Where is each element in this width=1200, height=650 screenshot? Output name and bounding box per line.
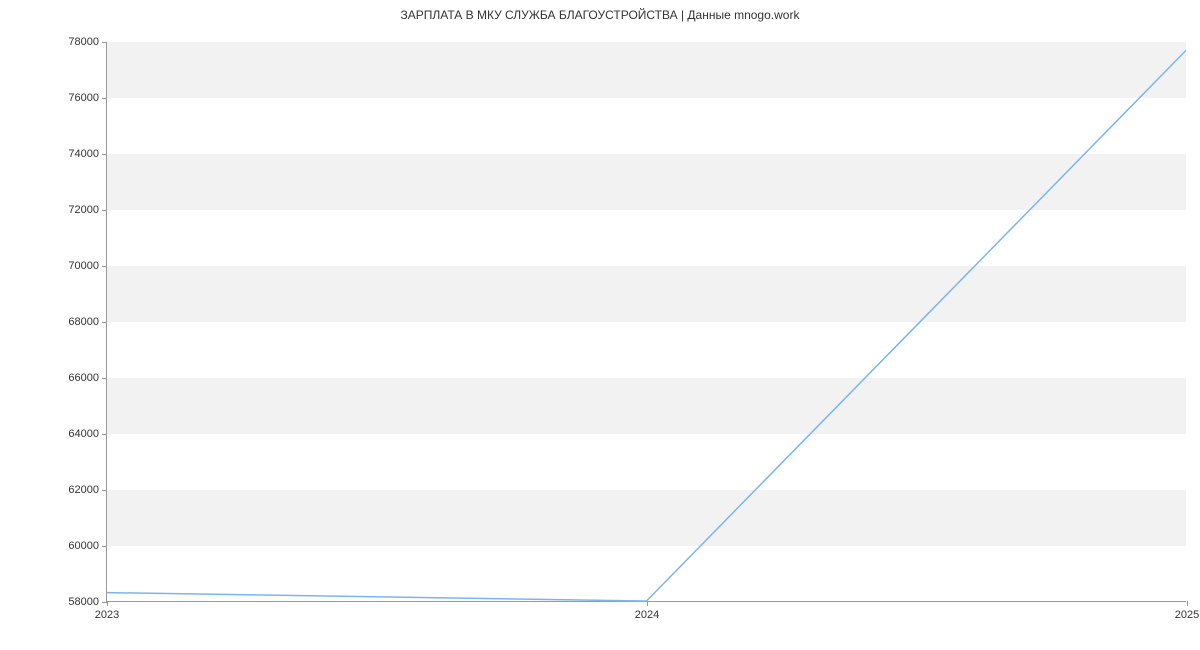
y-axis-tick-label: 70000 — [68, 260, 99, 272]
x-axis-tick-label: 2025 — [1175, 609, 1199, 621]
y-axis-tick-label: 74000 — [68, 148, 99, 160]
series-line-salary — [107, 50, 1186, 601]
y-axis-tick-label: 76000 — [68, 92, 99, 104]
plot-area: 5800060000620006400066000680007000072000… — [106, 42, 1186, 602]
y-axis-tick-label: 60000 — [68, 540, 99, 552]
y-axis-tick-mark — [102, 154, 107, 155]
x-axis-tick-mark — [107, 601, 108, 606]
y-axis-tick-label: 58000 — [68, 596, 99, 608]
line-series-svg — [107, 42, 1186, 601]
y-axis-tick-mark — [102, 546, 107, 547]
x-axis-tick-mark — [647, 601, 648, 606]
y-axis-tick-mark — [102, 42, 107, 43]
chart-container: ЗАРПЛАТА В МКУ СЛУЖБА БЛАГОУСТРОЙСТВА | … — [0, 0, 1200, 650]
y-axis-tick-mark — [102, 322, 107, 323]
x-axis-tick-mark — [1187, 601, 1188, 606]
y-axis-tick-label: 78000 — [68, 36, 99, 48]
y-axis-tick-label: 64000 — [68, 428, 99, 440]
y-axis-tick-mark — [102, 266, 107, 267]
y-axis-tick-label: 68000 — [68, 316, 99, 328]
chart-title: ЗАРПЛАТА В МКУ СЛУЖБА БЛАГОУСТРОЙСТВА | … — [0, 8, 1200, 22]
y-axis-tick-mark — [102, 434, 107, 435]
y-axis-tick-label: 72000 — [68, 204, 99, 216]
y-axis-tick-mark — [102, 98, 107, 99]
x-axis-tick-label: 2023 — [95, 609, 119, 621]
y-axis-tick-mark — [102, 490, 107, 491]
x-axis-tick-label: 2024 — [635, 609, 659, 621]
y-axis-tick-mark — [102, 378, 107, 379]
y-axis-tick-mark — [102, 210, 107, 211]
y-axis-tick-label: 62000 — [68, 484, 99, 496]
y-axis-tick-label: 66000 — [68, 372, 99, 384]
